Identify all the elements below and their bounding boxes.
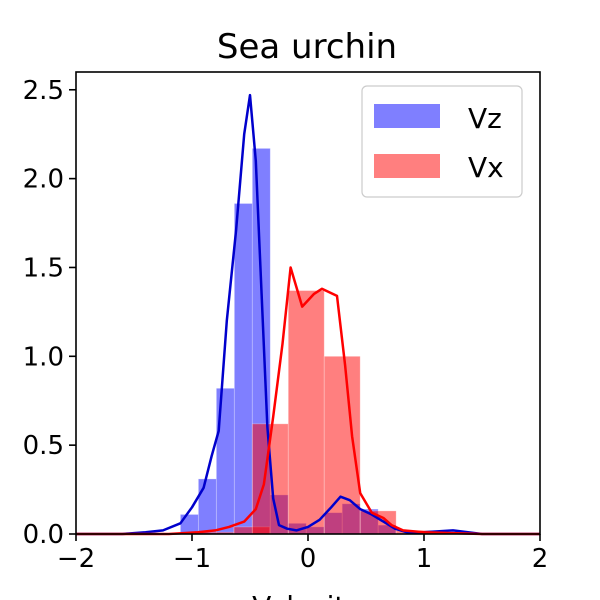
x-tick-label: 0: [300, 544, 317, 574]
density-line-vx: [76, 266, 540, 536]
y-tick-label: 1.5: [23, 253, 64, 283]
legend: Vz Vx: [361, 85, 523, 198]
legend-label-vz: Vz: [468, 102, 502, 135]
bar-vz-3: [233, 203, 253, 535]
y-tick-label: 2.0: [23, 165, 64, 195]
density-line-vz: [76, 93, 540, 536]
legend-swatch-vx: [374, 154, 440, 178]
bar-vz-1: [197, 478, 217, 535]
y-axis: 0.0 0.5 1.0 1.5 2.0 2.5: [23, 76, 76, 550]
y-tick-label: 0.5: [23, 431, 64, 461]
bar-vz-0: [179, 514, 199, 535]
y-tick-label: 1.0: [23, 342, 64, 372]
x-axis: −2 −1 0 1 2: [57, 534, 548, 574]
y-tick-label: 2.5: [23, 76, 64, 106]
bar-vx-3: [287, 290, 325, 535]
x-tick-label: 1: [416, 544, 433, 574]
x-tick-label: −1: [173, 544, 211, 574]
x-tick-label: 2: [532, 544, 549, 574]
legend-swatch-vz: [374, 104, 440, 128]
chart-title: Sea urchin: [217, 27, 397, 67]
x-tick-label: −2: [57, 544, 95, 574]
histogram-bars: [179, 148, 433, 535]
y-tick-label: 0.0: [23, 520, 64, 550]
x-axis-label: Velocity: [252, 590, 362, 600]
legend-label-vx: Vx: [468, 151, 504, 184]
density-lines: [76, 93, 540, 536]
